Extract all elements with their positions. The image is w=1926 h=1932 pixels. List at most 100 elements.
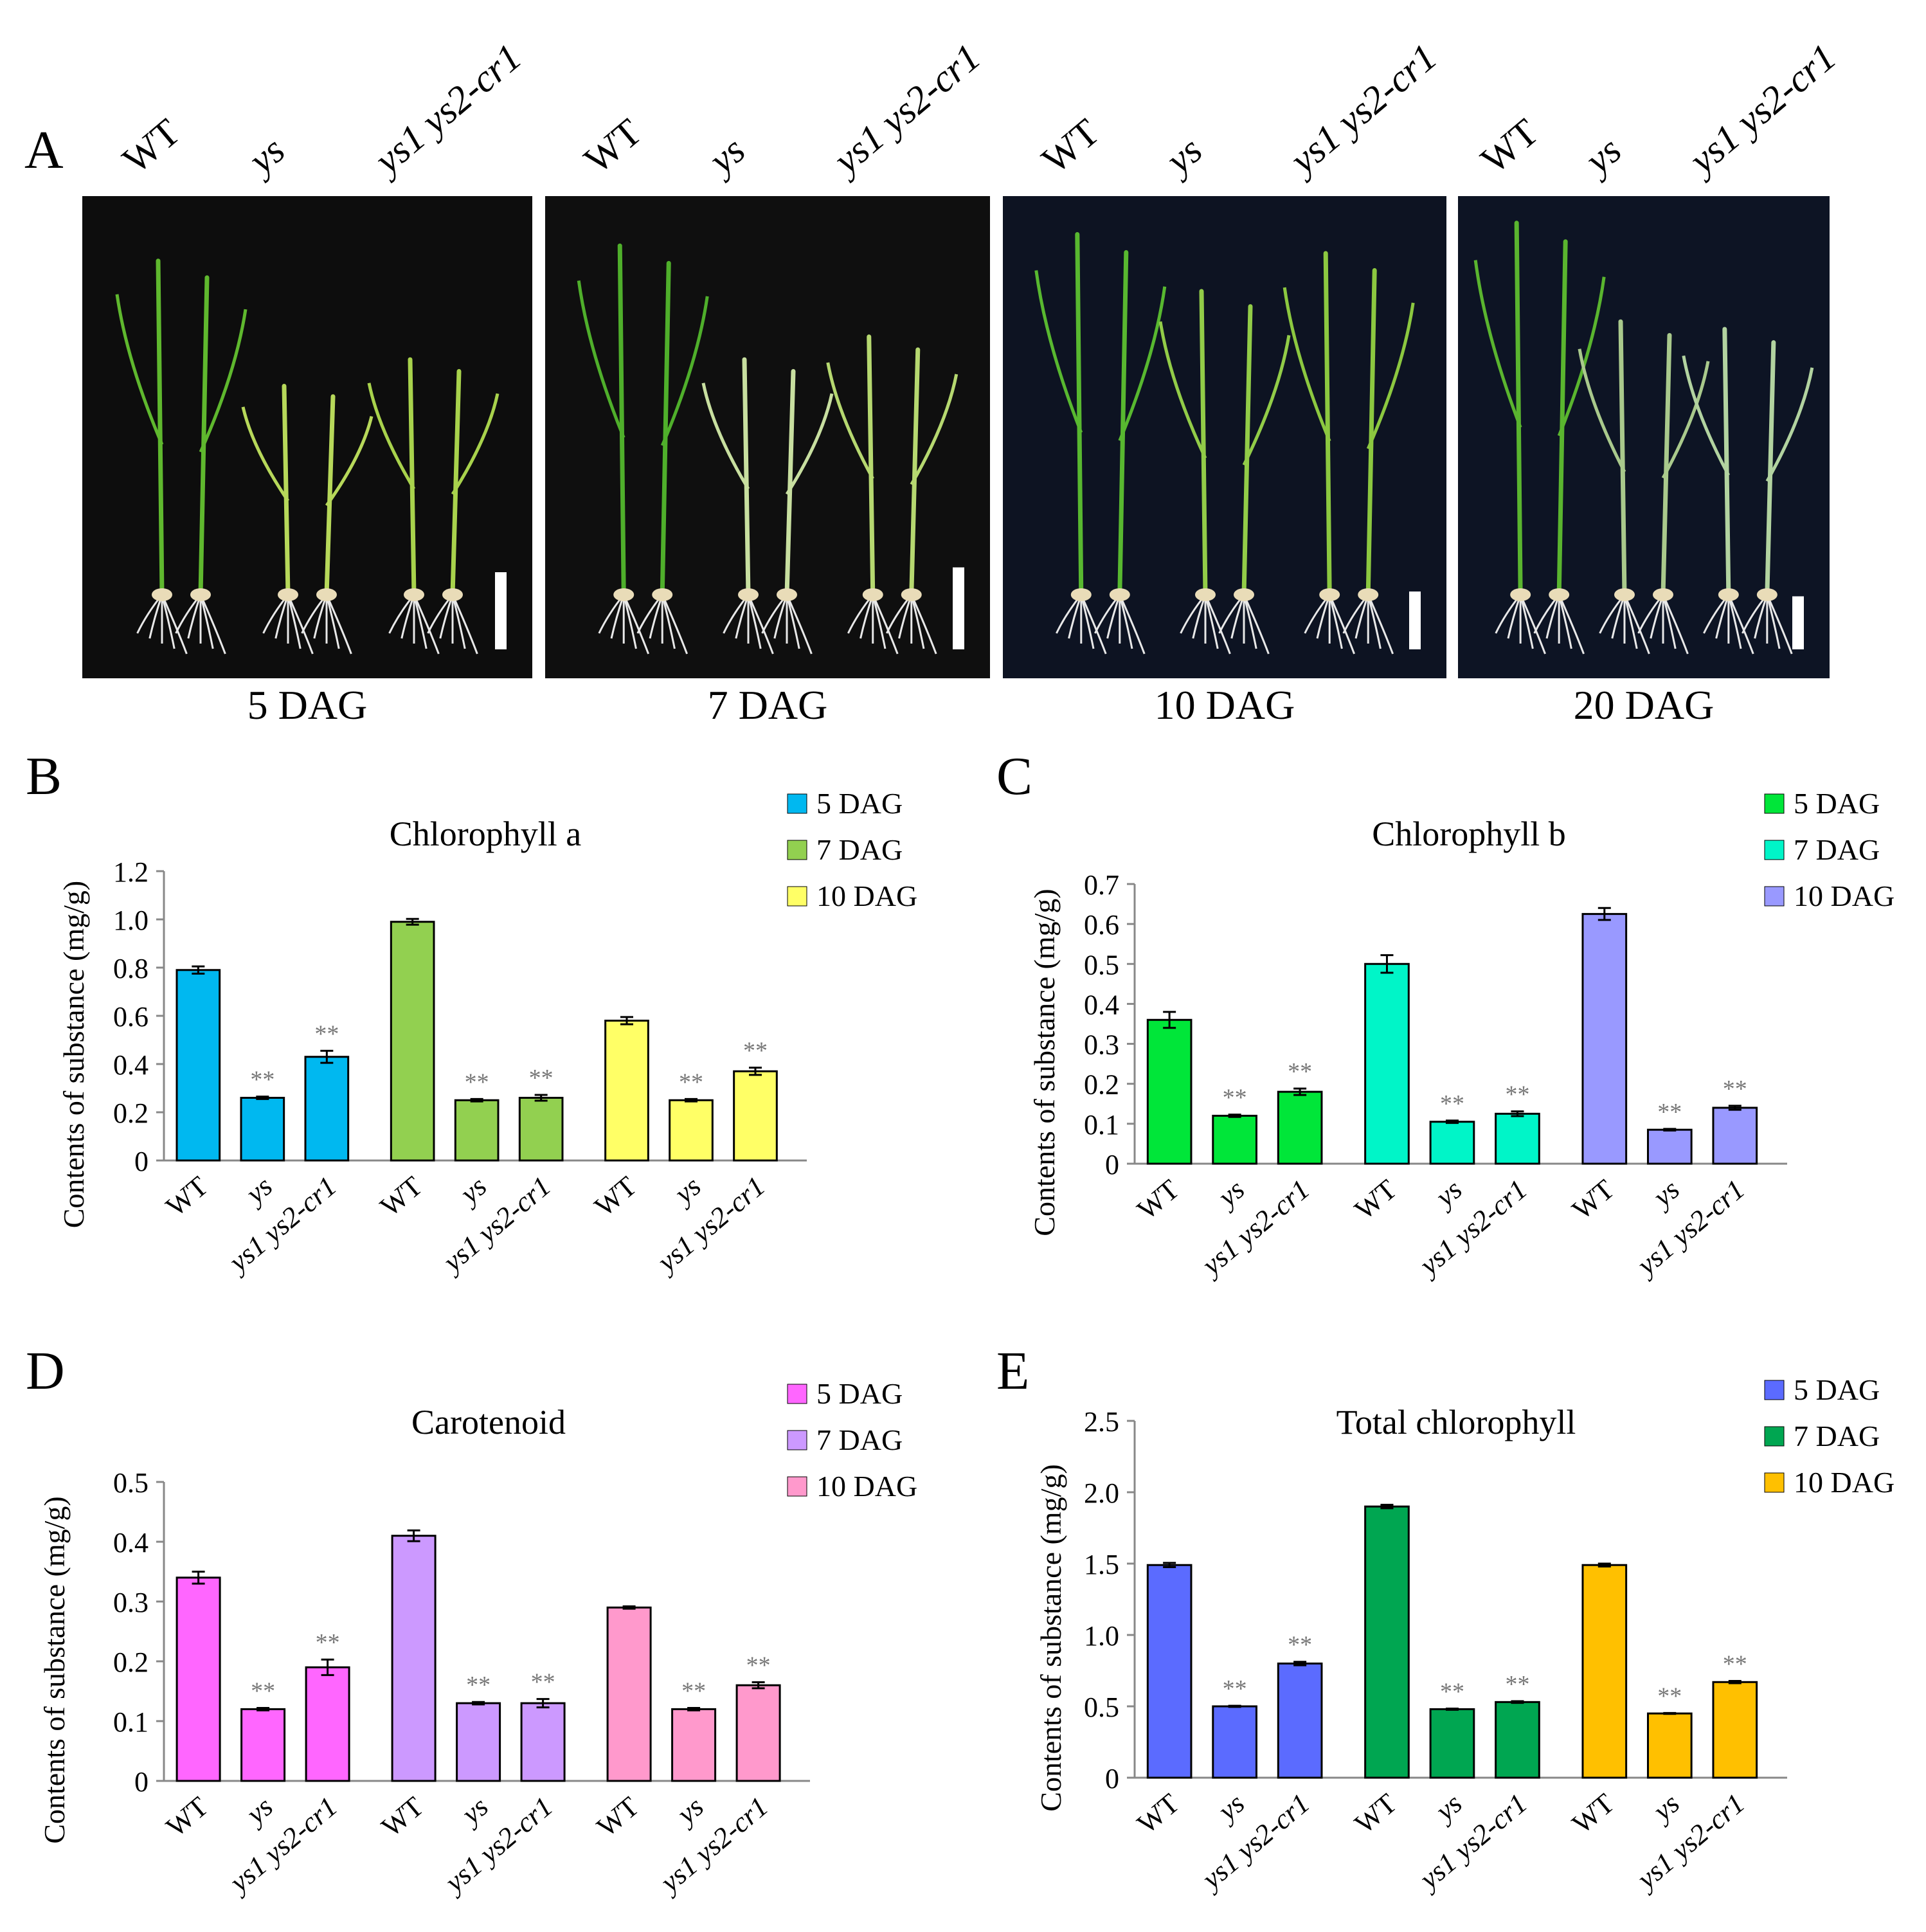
seedling-shoot <box>1618 319 1627 597</box>
seedling-root <box>413 594 440 655</box>
bar <box>240 1097 285 1162</box>
seedling-shoot <box>450 368 462 597</box>
category-label: WT <box>375 1791 429 1843</box>
seedling-leaf <box>1682 355 1731 476</box>
category-label: ys <box>1428 1173 1468 1214</box>
y-axis-label: Contents of substance (mg/g) <box>1034 1464 1067 1811</box>
seedling-root <box>661 594 688 655</box>
seedling-leaf <box>785 393 834 495</box>
legend-label: 7 DAG <box>1794 833 1880 866</box>
photo-panel-1 <box>82 196 532 678</box>
y-tick-label: 0 <box>1105 1763 1119 1794</box>
seedling-root <box>872 594 899 655</box>
category-label: WT <box>1349 1173 1403 1226</box>
category-label: ys <box>1645 1173 1686 1214</box>
legend-swatch <box>787 1384 807 1404</box>
category-label: ys <box>454 1791 494 1832</box>
seedling-shoot <box>1514 221 1523 597</box>
seed <box>1718 588 1739 601</box>
seedling-shoot <box>867 334 876 597</box>
seedling-shoot <box>1323 251 1332 597</box>
genotype-label: WT <box>1034 110 1107 182</box>
genotype-label: ys <box>1577 128 1630 182</box>
bar <box>1364 962 1410 1165</box>
seedling-leaf <box>826 362 874 480</box>
seedling-leaf <box>1473 260 1522 428</box>
seed <box>442 588 463 601</box>
significance-label: ** <box>1223 1085 1247 1112</box>
y-axis-label: Contents of substance (mg/g) <box>38 1496 71 1843</box>
seedling-leaf <box>1118 286 1167 442</box>
legend-swatch <box>1764 840 1785 860</box>
seedling-leaf <box>1034 270 1083 433</box>
y-tick-label: 0.2 <box>113 1647 148 1678</box>
legend-swatch <box>1764 886 1785 907</box>
significance-label: ** <box>1505 1671 1529 1698</box>
seedling-shoot <box>156 258 165 597</box>
panel-letter: D <box>26 1341 65 1401</box>
seed <box>1358 588 1379 601</box>
category-label: ys1 ys2-cr1 <box>222 1791 343 1900</box>
significance-label: ** <box>529 1065 554 1092</box>
y-tick-label: 0 <box>1105 1149 1119 1180</box>
significance-label: ** <box>1288 1058 1312 1085</box>
seedling-shoot <box>1075 232 1084 597</box>
y-tick-label: 0.7 <box>1084 869 1119 901</box>
category-label: ys1 ys2-cr1 <box>652 1791 774 1900</box>
seed <box>738 588 759 601</box>
seedling-root <box>1662 594 1689 655</box>
legend-label: 10 DAG <box>816 1470 917 1503</box>
y-tick-label: 1.0 <box>1084 1620 1119 1652</box>
significance-label: ** <box>1223 1675 1247 1702</box>
seedling-shoot <box>742 357 751 597</box>
category-label: WT <box>589 1170 643 1223</box>
seedling-shoot <box>1117 250 1129 597</box>
y-axis-label: Contents of substance (mg/g) <box>1028 889 1061 1236</box>
y-tick-label: 0.6 <box>113 1001 148 1033</box>
chart-panels: B Chlorophyll a 0 0.2 0.4 0.6 0.8 1.0 1.2 Content… <box>26 746 1895 1900</box>
seed <box>1614 588 1635 601</box>
seedling-shoot <box>324 394 336 597</box>
chart-title: Total chlorophyll <box>1336 1403 1576 1441</box>
seed <box>1549 588 1570 601</box>
seedling-root <box>786 594 813 655</box>
bar <box>1429 1708 1475 1779</box>
significance-label: ** <box>316 1629 340 1656</box>
seedling-root <box>199 594 226 655</box>
seed <box>1070 588 1092 601</box>
y-tick-label: 0.3 <box>113 1587 148 1618</box>
day-label: 7 DAG <box>707 682 828 728</box>
significance-label: ** <box>1723 1650 1747 1677</box>
seedling-leaf <box>1557 276 1606 437</box>
y-tick-label: 1.0 <box>113 905 148 936</box>
bar <box>606 1606 652 1782</box>
chart-title: Carotenoid <box>411 1403 566 1441</box>
bar <box>1146 1018 1192 1165</box>
significance-label: ** <box>1288 1632 1312 1659</box>
genotype-label: WT <box>576 110 650 182</box>
y-tick-label: 1.2 <box>113 856 148 888</box>
seed <box>316 588 337 601</box>
seedling-shoot <box>1722 327 1731 597</box>
legend-swatch <box>1764 1380 1785 1400</box>
category-label: ys <box>669 1791 710 1832</box>
significance-label: ** <box>466 1672 491 1699</box>
seedling-shoot <box>617 243 626 597</box>
seedling-leaf <box>325 415 374 507</box>
panel-letter: C <box>996 746 1032 806</box>
seedling-root <box>1243 594 1270 655</box>
legend-label: 5 DAG <box>1794 787 1880 820</box>
genotype-label: ys <box>240 128 293 182</box>
seed <box>1653 588 1673 601</box>
bar <box>1495 1701 1540 1779</box>
seedling-leaf <box>241 406 290 502</box>
seed <box>1510 588 1531 601</box>
genotype-label: ys1 ys2-cr1 <box>825 35 989 182</box>
significance-label: ** <box>1505 1081 1529 1108</box>
seedling-root <box>1119 594 1146 655</box>
bar <box>518 1097 564 1162</box>
legend-label: 5 DAG <box>1794 1373 1880 1406</box>
bar <box>735 1684 781 1782</box>
seedling-shoot <box>1199 289 1208 597</box>
category-label: WT <box>1349 1787 1403 1840</box>
